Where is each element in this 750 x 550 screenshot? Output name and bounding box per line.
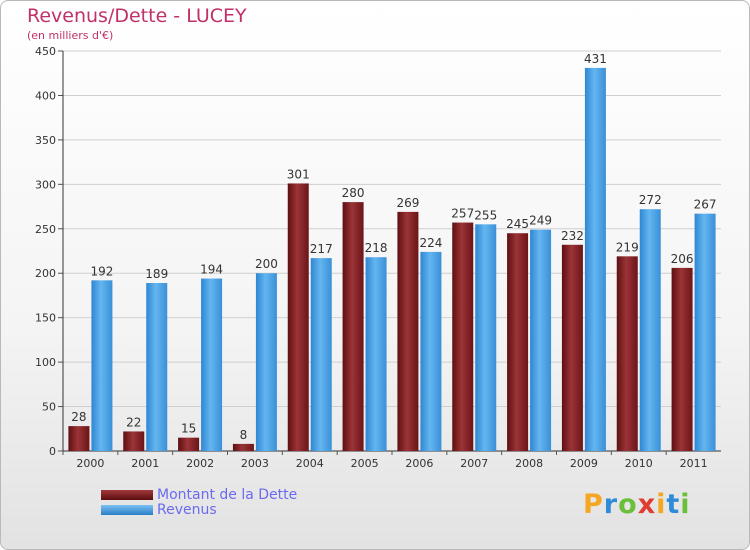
- bar-dette-2007: [452, 222, 474, 451]
- bar-revenus-2008: [530, 229, 552, 451]
- data-label-dette-2006: 269: [396, 196, 419, 210]
- xtick-label-2010: 2010: [625, 457, 653, 470]
- chart-title: Revenus/Dette - LUCEY: [27, 5, 247, 27]
- logo-letter: P: [583, 489, 604, 520]
- xtick-label-2001: 2001: [131, 457, 159, 470]
- data-label-revenus-2003: 200: [255, 257, 278, 271]
- bar-dette-2005: [342, 202, 364, 451]
- data-label-revenus-2008: 249: [529, 214, 552, 228]
- bar-revenus-2011: [694, 213, 716, 451]
- bar-revenus-2006: [420, 251, 442, 451]
- ytick-label-350: 350: [35, 134, 56, 147]
- bar-dette-2009: [561, 244, 583, 451]
- data-label-revenus-2009: 431: [584, 52, 607, 66]
- ytick-label-50: 50: [42, 401, 56, 414]
- bar-dette-2000: [68, 426, 90, 451]
- ytick-label-400: 400: [35, 89, 56, 102]
- legend-label-revenus: Revenus: [157, 502, 217, 518]
- bar-revenus-2003: [255, 273, 277, 451]
- bar-revenus-2002: [201, 278, 223, 451]
- ytick-label-450: 450: [35, 45, 56, 58]
- chart-subtitle: (en milliers d'€): [27, 29, 114, 42]
- data-label-dette-2004: 301: [287, 167, 310, 181]
- data-label-revenus-2004: 217: [310, 242, 333, 256]
- bar-revenus-2001: [146, 283, 168, 451]
- bar-dette-2003: [232, 443, 254, 451]
- data-label-dette-2001: 22: [126, 415, 141, 429]
- xtick-label-2004: 2004: [296, 457, 324, 470]
- data-label-dette-2007: 257: [451, 207, 474, 221]
- bar-dette-2010: [616, 256, 638, 451]
- xtick-label-2003: 2003: [241, 457, 269, 470]
- xtick-label-2005: 2005: [351, 457, 379, 470]
- logo-letter: o: [618, 489, 638, 520]
- ytick-label-250: 250: [35, 223, 56, 236]
- bar-revenus-2009: [584, 67, 606, 451]
- logo-letter: i: [680, 489, 691, 520]
- xtick-label-2000: 2000: [76, 457, 104, 470]
- data-label-revenus-2000: 192: [90, 264, 113, 278]
- legend-item-dette: Montant de la Dette: [101, 487, 297, 503]
- ytick-label-0: 0: [49, 445, 56, 458]
- ytick-label-300: 300: [35, 178, 56, 191]
- data-label-dette-2010: 219: [616, 240, 639, 254]
- data-label-revenus-2007: 255: [474, 208, 497, 222]
- data-label-dette-2000: 28: [71, 410, 86, 424]
- legend-swatch-revenus: [101, 505, 153, 515]
- logo-letter: r: [603, 489, 619, 520]
- bar-revenus-2010: [639, 209, 661, 451]
- xtick-label-2006: 2006: [405, 457, 433, 470]
- data-label-revenus-2011: 267: [694, 198, 717, 212]
- logo-letter: i: [656, 489, 667, 520]
- ytick-label-200: 200: [35, 267, 56, 280]
- data-label-revenus-2005: 218: [365, 241, 388, 255]
- bar-revenus-2004: [310, 258, 332, 451]
- bar-dette-2001: [123, 431, 145, 451]
- bar-dette-2011: [671, 267, 693, 451]
- ytick-label-100: 100: [35, 356, 56, 369]
- data-label-revenus-2001: 189: [145, 267, 168, 281]
- xtick-label-2007: 2007: [460, 457, 488, 470]
- bar-revenus-2007: [475, 224, 497, 451]
- ytick-label-150: 150: [35, 312, 56, 325]
- data-label-dette-2008: 245: [506, 217, 529, 231]
- data-label-dette-2002: 15: [181, 422, 196, 436]
- bar-dette-2006: [397, 211, 419, 451]
- proxiti-logo: Proxiti: [583, 489, 691, 520]
- bar-dette-2008: [507, 233, 529, 451]
- bar-revenus-2005: [365, 257, 387, 451]
- data-label-dette-2005: 280: [342, 186, 365, 200]
- legend-swatch-dette: [101, 490, 153, 500]
- data-label-revenus-2010: 272: [639, 193, 662, 207]
- logo-letter: t: [666, 489, 681, 520]
- xtick-label-2009: 2009: [570, 457, 598, 470]
- bar-revenus-2000: [91, 280, 113, 451]
- legend-label-dette: Montant de la Dette: [157, 487, 298, 503]
- legend-item-revenus: Revenus: [101, 502, 217, 518]
- logo-letter: x: [637, 489, 657, 520]
- data-label-dette-2003: 8: [240, 428, 248, 442]
- data-label-dette-2009: 232: [561, 229, 584, 243]
- xtick-label-2002: 2002: [186, 457, 214, 470]
- xtick-label-2011: 2011: [680, 457, 708, 470]
- data-label-revenus-2002: 194: [200, 263, 223, 277]
- xtick-label-2008: 2008: [515, 457, 543, 470]
- bar-dette-2002: [178, 437, 200, 451]
- data-label-revenus-2006: 224: [419, 236, 442, 250]
- data-label-dette-2011: 206: [671, 252, 694, 266]
- bar-dette-2004: [287, 183, 309, 451]
